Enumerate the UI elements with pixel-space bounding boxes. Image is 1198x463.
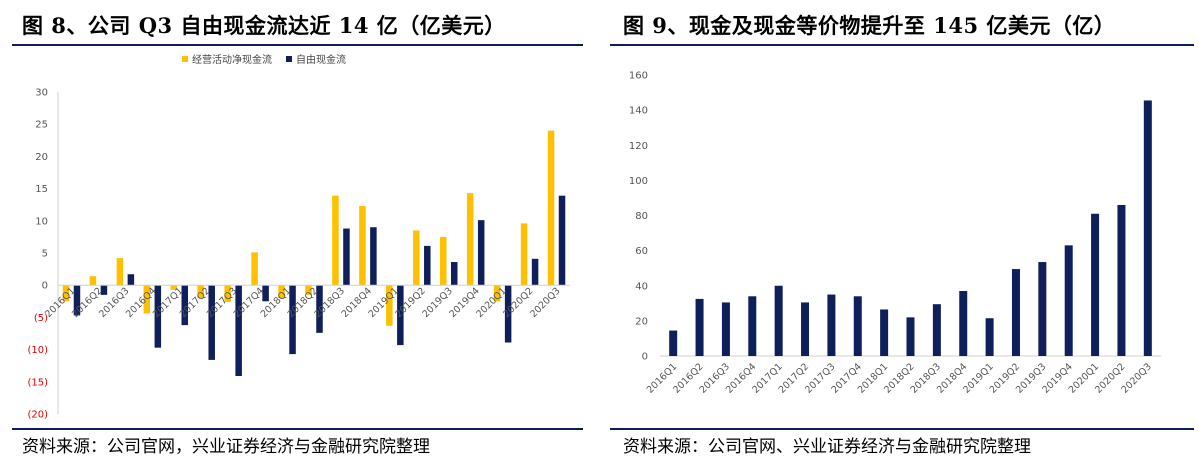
bar-free-cash-flow [235,285,242,377]
bar-free-cash-flow [504,285,512,343]
bar-cash-equivalents [985,318,994,356]
bar-free-cash-flow [450,262,458,286]
bar-cash-equivalents [1091,213,1100,356]
bar-free-cash-flow [154,285,162,348]
bar-free-cash-flow [316,285,323,333]
y-tick-label: (15) [27,377,48,388]
bar-cash-equivalents [853,296,862,356]
y-tick-label: 30 [35,88,48,99]
bar-free-cash-flow [262,285,269,302]
y-tick-label: 20 [35,152,48,163]
y-tick-label: 10 [35,216,48,227]
title-rule [12,44,583,46]
bar-cash-equivalents [1143,100,1152,356]
legend-swatch-2 [286,56,292,62]
bar-operating-cash-flow [62,285,70,302]
chart-panel-cash-equivalents: 图 9、现金及现金等价物提升至 145 亿美元（亿） 0 20 40 60 80 100 1… [606,0,1198,463]
cash-equivalents-chart: 0204060801001201401602016Q12016Q22016Q32… [629,71,1161,396]
bar-operating-cash-flow [359,205,366,286]
bar-free-cash-flow [370,227,377,286]
bar-operating-cash-flow [170,285,178,290]
bar-cash-equivalents [1011,269,1020,356]
bar-operating-cash-flow [332,195,339,286]
source-rule [610,428,1194,430]
source-note: 资料来源：公司官网，兴业证券经济与金融研究院整理 [22,437,430,457]
y-tick-label: (5) [34,313,48,324]
y-tick-label: 15 [35,184,48,195]
bar-operating-cash-flow [547,130,555,286]
bar-free-cash-flow [181,285,189,326]
bar-free-cash-flow [397,285,404,346]
bar-operating-cash-flow [89,276,97,286]
bar-operating-cash-flow [278,285,285,299]
bar-free-cash-flow [531,258,539,286]
bar-operating-cash-flow [305,285,312,295]
chart-title: 图 8、公司 Q3 自由现金流达近 14 亿（亿美元） [22,13,506,38]
bar-cash-equivalents [801,302,810,356]
bar-cash-equivalents [880,309,889,356]
y-tick-label: 0 [642,352,648,363]
chart-panel-free-cash-flow: 图 8、公司 Q3 自由现金流达近 14 亿（亿美元） 经营活动净现金流 自由现金… [0,0,583,463]
bar-cash-equivalents [932,304,941,356]
bar-cash-equivalents [959,291,968,356]
bar-operating-cash-flow [439,236,447,286]
bar-cash-equivalents [1064,245,1073,356]
bar-operating-cash-flow [251,252,258,286]
bar-cash-equivalents [1038,262,1047,356]
bar-cash-equivalents [827,294,836,356]
legend-swatch-1 [182,56,188,62]
bar-free-cash-flow [100,285,108,295]
legend: 经营活动净现金流 自由现金流 [182,53,346,66]
bar-free-cash-flow [289,285,296,355]
source-rule [12,428,583,430]
bar-operating-cash-flow [493,285,501,302]
bar-free-cash-flow [127,274,135,286]
bar-free-cash-flow [424,245,431,286]
bar-operating-cash-flow [466,193,474,286]
bar-operating-cash-flow [386,285,393,326]
bar-free-cash-flow [477,220,485,286]
y-tick-label: 40 [635,281,648,292]
bar-operating-cash-flow [116,258,124,286]
y-tick-label: 100 [629,176,648,187]
bar-operating-cash-flow [224,285,231,302]
bar-cash-equivalents [906,317,915,356]
bar-free-cash-flow [208,285,215,360]
bar-cash-equivalents [774,285,783,356]
bar-operating-cash-flow [413,230,420,286]
y-tick-label: 160 [629,71,648,82]
bar-cash-equivalents [695,298,704,356]
bar-cash-equivalents [748,296,757,356]
x-tick-label: 2020Q3 [528,286,562,320]
bar-operating-cash-flow [197,285,204,299]
bar-free-cash-flow [343,228,350,286]
bar-operating-cash-flow [143,285,151,314]
free-cash-flow-chart: 经营活动净现金流 自由现金流 30 25 20 15 10 5 0 (5) (10) (15) (20)… [27,53,570,421]
bar-free-cash-flow [558,195,566,286]
source-note: 资料来源：公司官网、兴业证券经济与金融研究院整理 [623,437,1031,457]
y-tick-label: 0 [42,281,48,292]
bar-cash-equivalents [1117,204,1126,356]
bar-operating-cash-flow [520,223,528,286]
y-tick-label: 5 [42,249,48,260]
y-tick-label: (10) [27,345,48,356]
bar-free-cash-flow [73,285,81,316]
legend-label: 自由现金流 [296,53,346,66]
legend-label: 经营活动净现金流 [192,53,272,66]
y-tick-label: 120 [629,141,648,152]
y-tick-label: 80 [635,211,648,222]
chart-title: 图 9、现金及现金等价物提升至 145 亿美元（亿） [623,13,1116,38]
y-tick-label: 60 [635,246,648,257]
y-tick-label: 20 [635,316,648,327]
y-tick-label: 140 [629,106,648,117]
y-tick-label: (20) [27,410,48,421]
bar-cash-equivalents [721,302,730,356]
bar-cash-equivalents [669,330,678,356]
title-rule [610,44,1194,46]
y-tick-label: 25 [35,120,48,131]
